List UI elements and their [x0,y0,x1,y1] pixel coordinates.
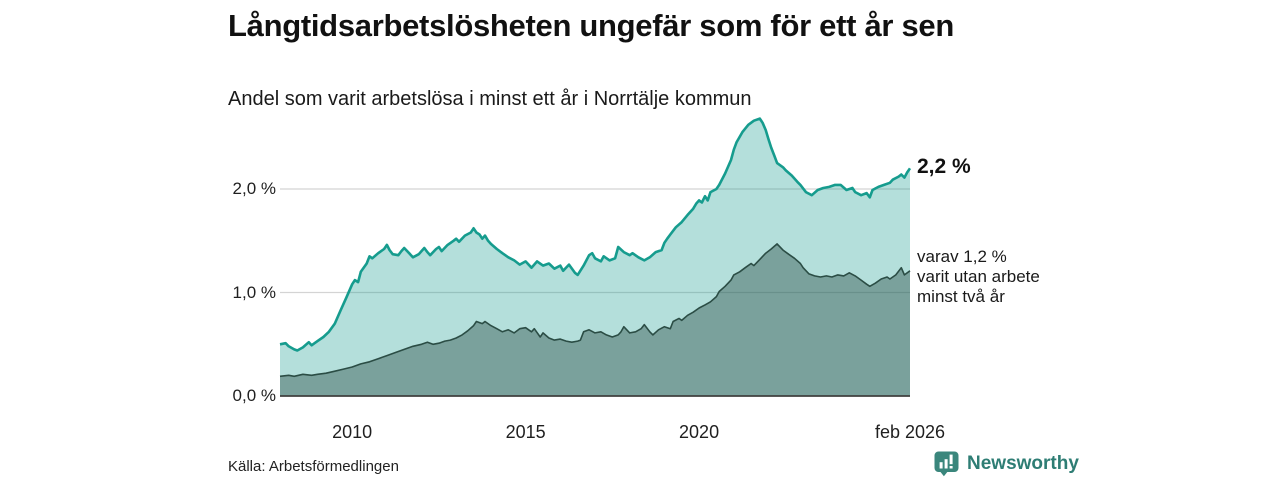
page-subtitle: Andel som varit arbetslösa i minst ett å… [228,88,752,110]
line-two-year-plus [279,243,911,378]
y-tick-label: 0,0 % [232,386,276,405]
secondary-series-label-line3: minst två år [917,286,1005,306]
secondary-series-label-line2: varit utan arbete [917,266,1040,286]
x-tick-label: 2015 [505,422,546,442]
area-total-long-term [280,118,910,396]
newsworthy-wordmark: Newsworthy [967,452,1079,474]
newsworthy-bubble-chart-icon [934,451,959,477]
page-title: Långtidsarbetslösheten ungefär som för e… [228,8,955,43]
y-tick-label: 2,0 % [232,179,276,198]
secondary-series-label: varav 1,2 % varit utan arbete minst två … [917,247,1040,307]
x-tick-label: 2020 [679,422,720,442]
secondary-series-label-line1: varav 1,2 % [917,246,1007,266]
latest-value-label: 2,2 % [917,155,971,179]
source-credit: Källa: Arbetsförmedlingen [228,458,399,475]
x-tick-label: feb 2026 [874,422,946,442]
newsworthy-logo: Newsworthy [933,450,1079,477]
line-total-long-term [279,117,912,352]
x-tick-label: 2010 [332,422,373,442]
y-tick-label: 1,0 % [232,282,276,302]
area-two-year-plus [280,243,910,396]
